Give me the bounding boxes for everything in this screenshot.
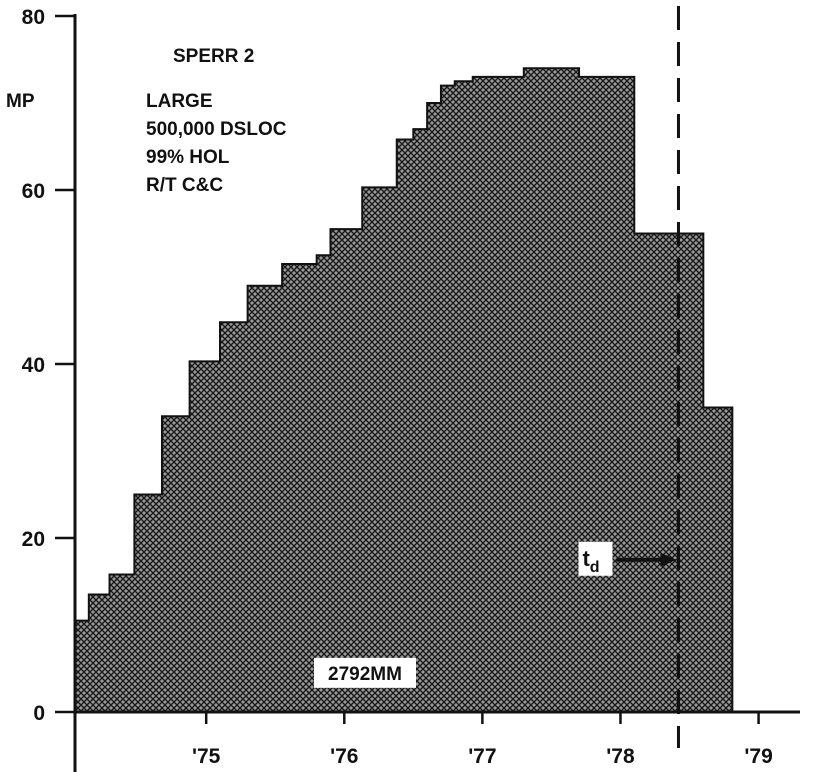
x-tick-label: '77 — [468, 745, 496, 768]
total-effort-label: 2792MM — [328, 664, 402, 685]
td-label-background — [578, 541, 613, 576]
y-tick-label: 0 — [33, 702, 45, 725]
annotation-project-name: SPERR 2 — [173, 46, 254, 67]
x-tick-label: '76 — [330, 745, 358, 768]
td-label: td — [582, 546, 599, 576]
y-tick-label: 60 — [22, 180, 45, 203]
y-tick-label: 80 — [22, 6, 45, 29]
y-tick-label: 20 — [22, 528, 45, 551]
td-arrow-head — [660, 552, 677, 567]
annotation-dsloc: 500,000 DSLOC — [146, 119, 287, 140]
x-tick-label: '75 — [192, 745, 221, 768]
total-effort-background — [314, 657, 416, 688]
annotation-size-class: LARGE — [146, 91, 213, 112]
annotation-hol: 99% HOL — [146, 147, 230, 168]
y-axis-label: MP — [6, 91, 35, 112]
staffing-area — [74, 67, 734, 713]
annotation-application: R/T C&C — [146, 175, 223, 196]
x-tick-label: '78 — [606, 745, 635, 768]
x-tick-label: '79 — [744, 745, 772, 768]
chart-annotations: SPERR 2 LARGE 500,000 DSLOC 99% HOL R/T … — [6, 46, 287, 196]
y-tick-label: 40 — [22, 354, 45, 377]
